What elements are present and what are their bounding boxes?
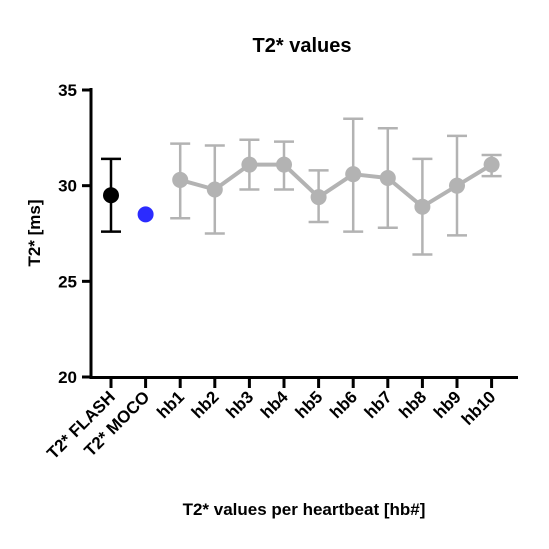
data-point (172, 171, 189, 188)
data-point (310, 189, 327, 206)
y-axis-label: T2* [ms] (25, 199, 44, 266)
x-tick-label: hb4 (257, 387, 292, 422)
chart-title: T2* values (253, 35, 352, 57)
x-tick-label: hb1 (153, 387, 188, 422)
data-point (414, 198, 431, 215)
data-point (345, 166, 362, 183)
series-2 (170, 117, 502, 256)
series-0 (101, 157, 121, 233)
x-tick-label: hb5 (292, 387, 327, 422)
y-tick-label: 35 (58, 81, 77, 100)
x-tick-label: hb3 (222, 387, 257, 422)
data-point (206, 181, 223, 198)
y-ticks: 20 25 30 35 (58, 81, 91, 387)
x-tick-label: hb6 (326, 387, 361, 422)
series-line (179, 162, 493, 209)
data-point (449, 177, 465, 194)
y-tick-label: 30 (58, 177, 77, 196)
data-point (103, 187, 119, 204)
data-point (241, 156, 258, 173)
data-point (276, 156, 292, 173)
data-point (379, 170, 396, 187)
y-tick-label: 25 (58, 272, 77, 291)
y-tick-label: 20 (58, 368, 77, 387)
x-tick-label: hb7 (361, 387, 396, 422)
series-1 (137, 206, 154, 223)
data-marks (101, 117, 502, 256)
x-tick-label: hb2 (188, 387, 223, 422)
x-axis-label: T2* values per heartbeat [hb#] (183, 500, 426, 519)
x-tick-label: hb10 (458, 387, 499, 428)
data-point (137, 206, 154, 223)
x-tick-label: hb8 (395, 387, 430, 422)
data-point (483, 156, 500, 173)
